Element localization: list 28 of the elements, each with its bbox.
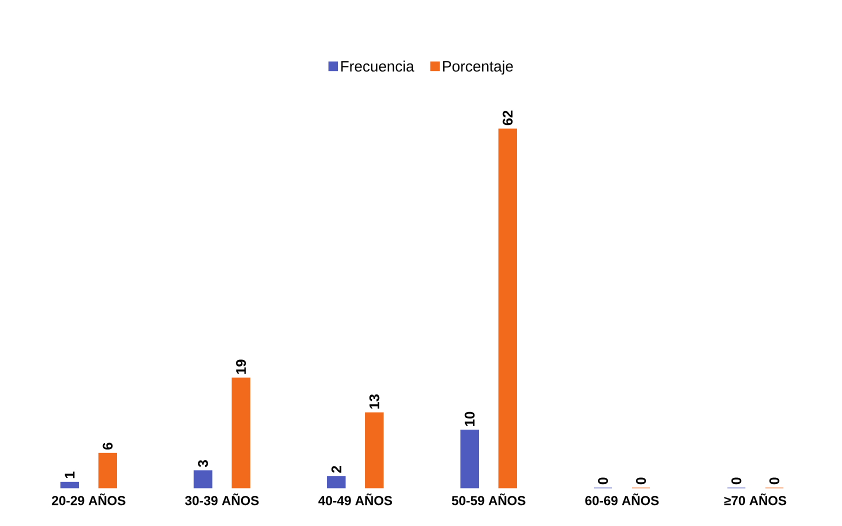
data-label: 62 xyxy=(502,110,513,126)
x-tick-label: 60-69 AÑOS xyxy=(585,494,659,506)
bar xyxy=(327,476,346,488)
x-tick-label: 40-49 AÑOS xyxy=(318,494,392,506)
x-tick-label: 20-29 AÑOS xyxy=(52,494,126,506)
data-label: 3 xyxy=(198,460,208,468)
data-label: 2 xyxy=(331,466,342,473)
bar xyxy=(232,378,250,488)
bar xyxy=(498,128,517,488)
bar xyxy=(98,452,117,488)
bar xyxy=(460,430,479,488)
data-label: 10 xyxy=(464,412,475,426)
legend-label: Frecuencia xyxy=(341,60,414,72)
x-tick-label: ≥70 AÑOS xyxy=(724,494,786,506)
data-label: 13 xyxy=(369,394,380,409)
data-label: 0 xyxy=(769,478,780,484)
x-tick-label: 30-39 AÑOS xyxy=(185,494,259,506)
legend-label: Porcentaje xyxy=(443,60,513,75)
data-label: 0 xyxy=(731,478,742,484)
bar xyxy=(365,412,384,488)
data-label: 0 xyxy=(598,478,608,484)
data-label: 19 xyxy=(236,360,246,374)
x-tick-label: 50-59 AÑOS xyxy=(452,494,526,506)
data-label: 1 xyxy=(64,472,74,478)
data-label: 6 xyxy=(102,442,113,450)
data-label: 0 xyxy=(636,478,646,484)
bar xyxy=(194,470,212,488)
bar xyxy=(60,482,79,488)
